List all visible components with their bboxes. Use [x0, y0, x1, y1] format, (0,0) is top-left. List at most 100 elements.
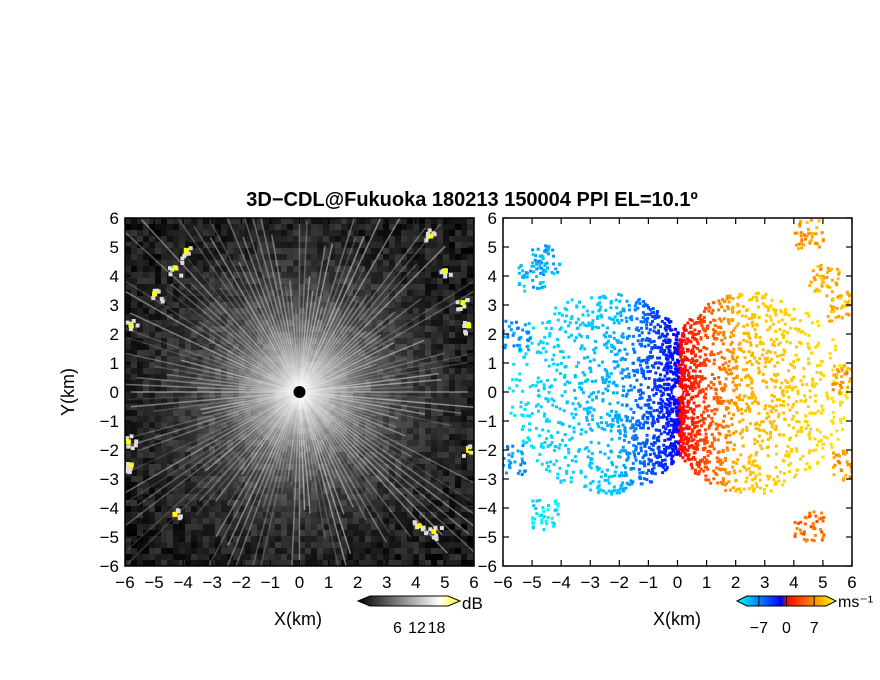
velocity-pixel: [681, 441, 685, 445]
velocity-pixel: [542, 414, 546, 418]
velocity-pixel: [569, 333, 573, 337]
velocity-pixel: [722, 356, 726, 360]
velocity-pixel: [690, 466, 694, 470]
velocity-pixel: [736, 322, 740, 326]
velocity-pixel: [718, 331, 722, 335]
velocity-pixel: [659, 450, 663, 454]
velocity-pixel: [597, 489, 601, 493]
velocity-pixel: [607, 475, 611, 479]
velocity-pixel: [513, 413, 517, 417]
velocity-pixel: [672, 401, 676, 405]
velocity-pixel: [634, 327, 638, 331]
echo-pixel: [156, 289, 161, 294]
velocity-pixel: [606, 424, 610, 428]
velocity-pixel: [570, 436, 574, 440]
velocity-pixel: [748, 298, 752, 302]
radial-ray: [198, 391, 301, 502]
velocity-pixel: [653, 344, 657, 348]
velocity-pixel: [712, 436, 716, 440]
velocity-pixel: [518, 378, 522, 382]
velocity-pixel: [733, 358, 737, 362]
velocity-pixel: [665, 466, 669, 470]
radial-ray: [291, 391, 301, 566]
velocity-pixel: [745, 476, 749, 480]
velocity-pixel: [821, 455, 825, 459]
velocity-pixel: [645, 320, 649, 324]
y-tick-label: 3: [110, 296, 119, 315]
velocity-pixel: [641, 311, 645, 315]
radial-ray: [252, 391, 301, 566]
velocity-pixel: [662, 352, 666, 356]
echo-pixel: [129, 434, 134, 439]
velocity-pixel: [684, 389, 688, 393]
velocity-pixel: [742, 324, 746, 328]
velocity-pixel: [625, 299, 629, 303]
velocity-pixel: [791, 386, 795, 390]
velocity-pixel: [662, 443, 666, 447]
velocity-pixel: [680, 394, 684, 398]
velocity-pixel: [790, 363, 794, 367]
velocity-pixel: [666, 393, 670, 397]
velocity-pixel: [743, 394, 747, 398]
velocity-pixel: [700, 413, 704, 417]
velocity-pixel: [704, 306, 708, 310]
velocity-pixel: [831, 421, 835, 425]
x-tick-label: 1: [324, 573, 333, 592]
velocity-pixel: [739, 490, 743, 494]
velocity-pixel: [672, 402, 676, 406]
velocity-pixel: [624, 414, 628, 418]
radial-ray: [176, 218, 301, 393]
velocity-pixel: [625, 392, 629, 396]
radial-ray: [299, 391, 474, 516]
radial-ray: [299, 361, 468, 393]
velocity-pixel: [705, 458, 709, 462]
x-tick-label: −6: [115, 573, 134, 592]
velocity-pixel: [782, 403, 786, 407]
velocity-pixel: [688, 385, 692, 389]
velocity-pixel: [602, 489, 606, 493]
velocity-pixel: [761, 372, 765, 376]
velocity-pixel: [810, 384, 814, 388]
velocity-pixel: [669, 417, 673, 421]
velocity-pixel: [667, 338, 671, 342]
velocity-pixel: [605, 326, 609, 330]
velocity-pixel: [573, 455, 577, 459]
echo-pixel: [468, 444, 473, 449]
velocity-pixel: [615, 465, 619, 469]
velocity-pixel: [805, 462, 809, 466]
velocity-pixel: [686, 437, 690, 441]
velocity-pixel: [683, 329, 687, 333]
radial-ray: [298, 267, 366, 393]
velocity-pixel: [677, 427, 681, 431]
radial-ray: [299, 352, 445, 393]
y-tick-label: −2: [100, 441, 119, 460]
velocity-pixel: [662, 368, 666, 372]
radial-ray: [299, 391, 412, 458]
x-tick-label: −1: [261, 573, 280, 592]
radial-ray: [125, 336, 300, 393]
velocity-pixel: [753, 437, 757, 441]
radial-ray: [298, 391, 311, 514]
velocity-pixel: [787, 369, 791, 373]
velocity-pixel: [666, 424, 670, 428]
velocity-pixel: [653, 314, 657, 318]
radial-ray: [299, 279, 474, 393]
velocity-pixel: [647, 331, 651, 335]
velocity-pixel: [604, 387, 608, 391]
velocity-pixel: [772, 395, 776, 399]
velocity-pixel: [665, 371, 669, 375]
velocity-pixel: [746, 406, 750, 410]
radial-ray: [198, 321, 300, 393]
velocity-pixel: [546, 378, 550, 382]
x-tick-label: −2: [232, 573, 251, 592]
y-tick-label: −4: [100, 499, 119, 518]
velocity-pixel: [696, 420, 700, 424]
velocity-pixel: [518, 346, 522, 350]
velocity-pixel: [836, 437, 840, 441]
echo-pixel: [456, 307, 461, 312]
velocity-pixel: [637, 451, 641, 455]
radial-ray: [298, 236, 365, 393]
velocity-pixel: [693, 353, 697, 357]
velocity-pixel: [735, 364, 739, 368]
velocity-pixel: [612, 336, 616, 340]
